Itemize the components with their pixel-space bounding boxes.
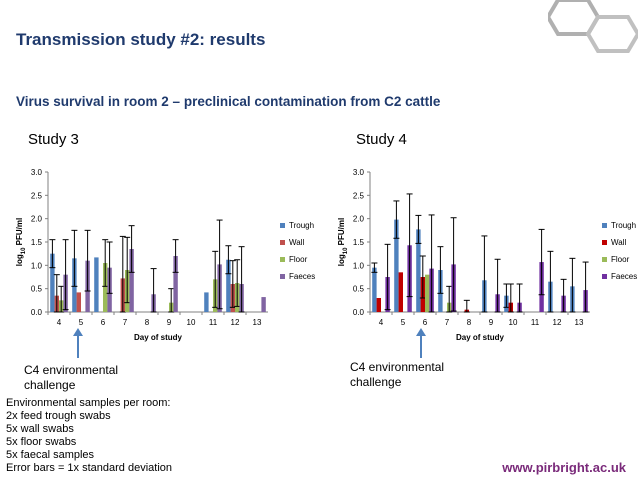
x-tick-label: 9 [489, 318, 494, 327]
y-tick-label: 2.0 [31, 215, 43, 224]
legend-swatch [280, 274, 285, 279]
slide-title: Transmission study #2: results [16, 30, 266, 49]
y-tick-label: 1.0 [31, 261, 43, 270]
legend-label: Trough [611, 221, 636, 230]
bar-floor [103, 263, 108, 312]
x-axis-title: Day of study [456, 333, 505, 342]
y-tick-label: 3.0 [353, 168, 365, 177]
legend-label: Wall [289, 238, 304, 247]
bar-trough [416, 229, 421, 312]
bar-trough [94, 257, 99, 312]
legend-swatch [602, 257, 607, 262]
bar-wall [398, 272, 403, 312]
note-line: Error bars = 1x standard deviation [6, 462, 173, 474]
x-tick-label: 6 [101, 318, 106, 327]
x-tick-label: 4 [57, 318, 62, 327]
legend-label: Faeces [289, 272, 315, 281]
right-challenge-arrow-icon [416, 328, 426, 358]
bar-trough [204, 292, 209, 312]
y-axis-title: log10 PFU/ml [337, 218, 349, 266]
x-tick-label: 8 [145, 318, 150, 327]
legend-swatch [280, 257, 285, 262]
note-line: 5x faecal samples [6, 449, 95, 461]
note-line: 5x floor swabs [6, 436, 77, 448]
legend-swatch [280, 223, 285, 228]
legend-label: Floor [611, 255, 630, 264]
legend-swatch [602, 274, 607, 279]
y-tick-label: 0.0 [353, 308, 365, 317]
note-line: Environmental samples per room: [6, 397, 171, 409]
x-tick-label: 13 [575, 318, 584, 327]
legend-label: Trough [289, 221, 314, 230]
x-tick-label: 4 [379, 318, 384, 327]
y-axis-title: log10 PFU/ml [15, 218, 27, 266]
bar-floor [425, 274, 430, 312]
note-line: 2x feed trough swabs [6, 410, 111, 422]
website-url[interactable]: www.pirbright.ac.uk [502, 460, 626, 475]
x-axis-title: Day of study [134, 333, 183, 342]
left-challenge-arrow-icon [73, 328, 83, 358]
x-tick-label: 10 [187, 318, 196, 327]
x-tick-label: 6 [423, 318, 428, 327]
x-tick-label: 5 [79, 318, 84, 327]
hexagon-logo-icon [548, 0, 638, 53]
x-tick-label: 8 [467, 318, 472, 327]
y-tick-label: 0.0 [31, 308, 43, 317]
legend-label: Faeces [611, 272, 637, 281]
legend-swatch [602, 223, 607, 228]
study-4-chart: 0.0 0.5 1.0 1.5 2.0 2.5 3.0 4 5 6 7 8 9 10 11 12 13 Day o… [337, 168, 637, 342]
bar-trough [50, 253, 55, 312]
x-tick-label: 5 [401, 318, 406, 327]
bar-trough [226, 259, 231, 312]
y-tick-label: 1.0 [353, 261, 365, 270]
x-tick-label: 7 [123, 318, 128, 327]
bar-faeces [261, 297, 266, 312]
y-tick-label: 0.5 [353, 285, 365, 294]
top-decoration [0, 0, 638, 12]
x-tick-label: 11 [209, 318, 218, 327]
x-tick-label: 12 [553, 318, 562, 327]
bar-faeces [129, 249, 134, 312]
right-annotation: C4 environmental challenge [350, 360, 445, 389]
bar-wall [376, 298, 381, 312]
study-3-label: Study 3 [28, 131, 79, 148]
x-tick-label: 11 [531, 318, 540, 327]
y-tick-label: 2.5 [31, 191, 43, 200]
note-line: 5x wall swabs [6, 423, 74, 435]
x-tick-label: 9 [167, 318, 172, 327]
y-tick-label: 0.5 [31, 285, 43, 294]
legend-label: Floor [289, 255, 308, 264]
x-tick-label: 13 [253, 318, 262, 327]
bar-wall [76, 292, 81, 312]
y-tick-label: 3.0 [31, 168, 43, 177]
bar-trough [372, 267, 377, 312]
notes-block: Environmental samples per room: 2x feed … [6, 397, 172, 475]
x-tick-label: 7 [445, 318, 450, 327]
bar-trough [394, 219, 399, 312]
bar-faeces [173, 256, 178, 312]
y-tick-label: 1.5 [353, 238, 365, 247]
x-tick-label: 12 [231, 318, 240, 327]
slide-subtitle: Virus survival in room 2 – preclinical c… [16, 94, 441, 109]
legend-swatch [280, 240, 285, 245]
study-3-chart: 0.0 0.5 1.0 1.5 2.0 2.5 3.0 4 5 6 7 8 9 10 11 12 13 Day o… [15, 168, 315, 342]
y-tick-label: 2.5 [353, 191, 365, 200]
x-tick-label: 10 [509, 318, 518, 327]
y-tick-label: 2.0 [353, 215, 365, 224]
y-tick-label: 1.5 [31, 238, 43, 247]
legend-swatch [602, 240, 607, 245]
study-4-label: Study 4 [356, 131, 407, 148]
left-annotation: C4 environmental challenge [24, 363, 119, 392]
legend-label: Wall [611, 238, 626, 247]
